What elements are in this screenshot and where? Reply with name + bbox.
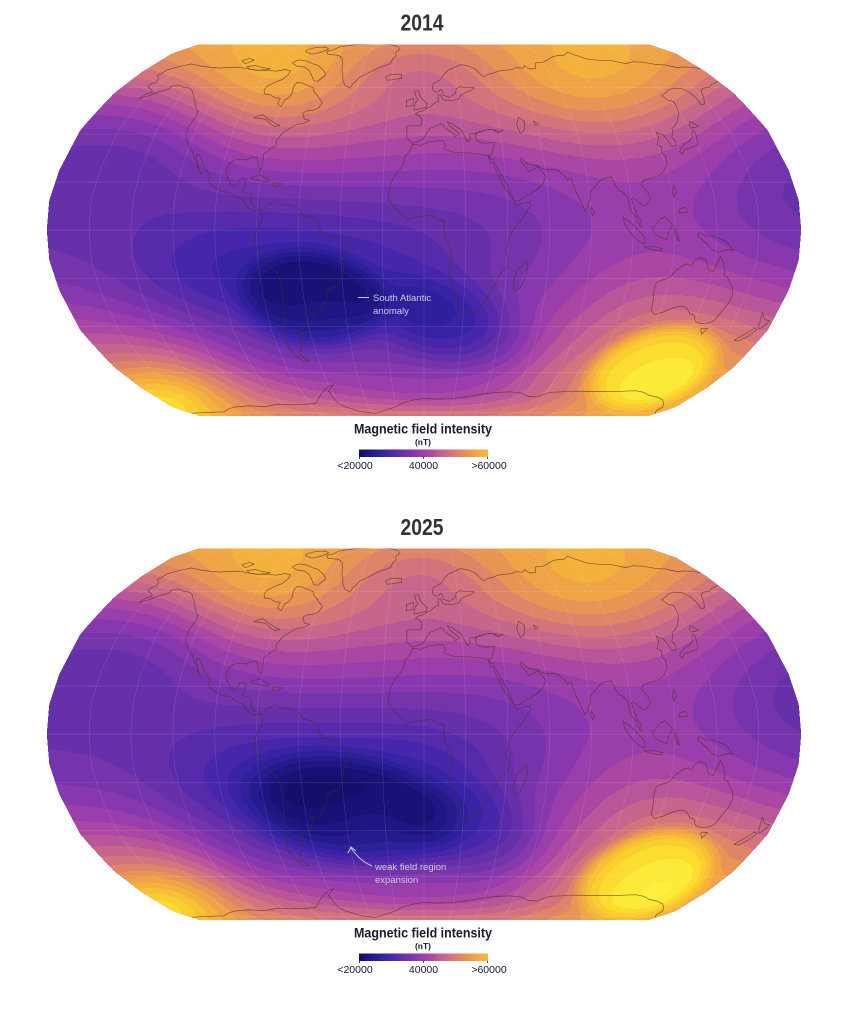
svg-text:expansion: expansion bbox=[375, 875, 418, 886]
svg-text:2014: 2014 bbox=[401, 10, 444, 36]
svg-text:weak field region: weak field region bbox=[374, 862, 446, 873]
svg-text:2025: 2025 bbox=[401, 514, 444, 540]
svg-text:anomaly: anomaly bbox=[373, 306, 409, 317]
svg-text:South Atlantic: South Atlantic bbox=[373, 293, 431, 304]
